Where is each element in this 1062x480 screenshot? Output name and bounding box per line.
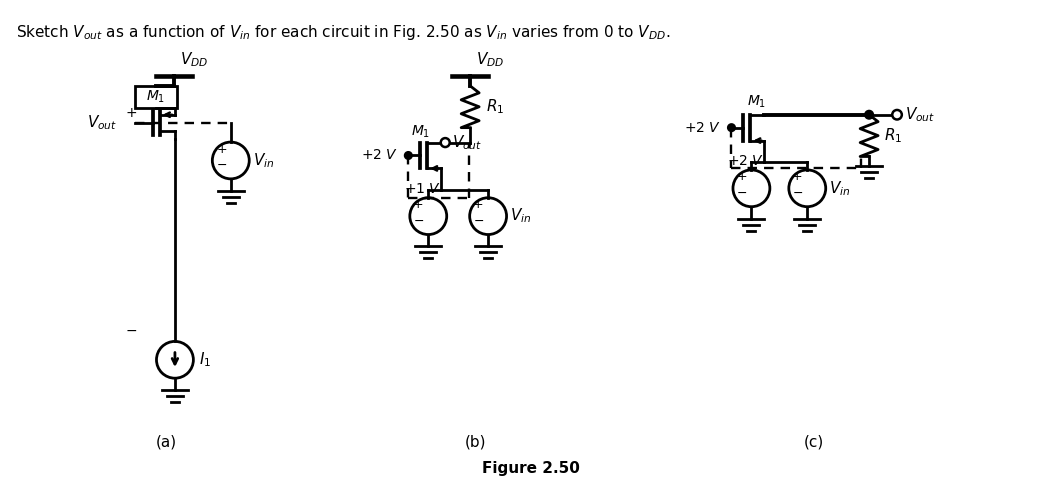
Text: $-$: $-$	[125, 323, 137, 336]
Text: (b): (b)	[464, 435, 486, 450]
Text: (c): (c)	[804, 435, 824, 450]
Text: $-$: $-$	[217, 158, 227, 171]
Text: +: +	[473, 198, 483, 211]
Text: $M_1$: $M_1$	[147, 89, 166, 105]
Text: (a): (a)	[155, 435, 176, 450]
Text: $V_{out}$: $V_{out}$	[905, 106, 936, 124]
Text: +: +	[125, 106, 137, 120]
Text: $+2\ V$: $+2\ V$	[726, 155, 764, 168]
Text: $V_{out}$: $V_{out}$	[452, 133, 482, 152]
Text: $M_1$: $M_1$	[747, 94, 766, 110]
Circle shape	[892, 110, 902, 120]
Text: $V_{in}$: $V_{in}$	[829, 179, 851, 198]
Text: $R_1$: $R_1$	[884, 126, 903, 145]
Text: +: +	[736, 170, 747, 183]
Text: $+1\ V$: $+1\ V$	[404, 182, 441, 196]
Circle shape	[727, 124, 735, 131]
Text: $M_1$: $M_1$	[411, 124, 430, 140]
Text: $+2\ V$: $+2\ V$	[684, 120, 721, 135]
Circle shape	[441, 138, 449, 147]
Text: $-$: $-$	[736, 186, 747, 199]
Text: $V_{out}$: $V_{out}$	[87, 113, 117, 132]
Text: $V_{in}$: $V_{in}$	[253, 151, 274, 170]
Text: +: +	[792, 170, 803, 183]
Text: Sketch $V_{out}$ as a function of $V_{in}$ for each circuit in Fig. 2.50 as $V_{: Sketch $V_{out}$ as a function of $V_{in…	[16, 23, 671, 42]
Text: +: +	[217, 143, 227, 156]
Circle shape	[405, 152, 412, 159]
Text: $-$: $-$	[413, 214, 424, 227]
Text: Figure 2.50: Figure 2.50	[482, 461, 580, 476]
Text: $-$: $-$	[473, 214, 483, 227]
Bar	[135, 86, 177, 108]
Text: $I_1$: $I_1$	[199, 350, 211, 369]
Text: $V_{DD}$: $V_{DD}$	[179, 50, 208, 69]
Circle shape	[866, 111, 873, 119]
Text: $V_{DD}$: $V_{DD}$	[476, 50, 504, 69]
Text: $-$: $-$	[792, 186, 803, 199]
Text: $+2\ V$: $+2\ V$	[361, 148, 398, 163]
Text: +: +	[413, 198, 424, 211]
Text: $V_{in}$: $V_{in}$	[510, 207, 531, 226]
Text: $R_1$: $R_1$	[486, 97, 504, 116]
